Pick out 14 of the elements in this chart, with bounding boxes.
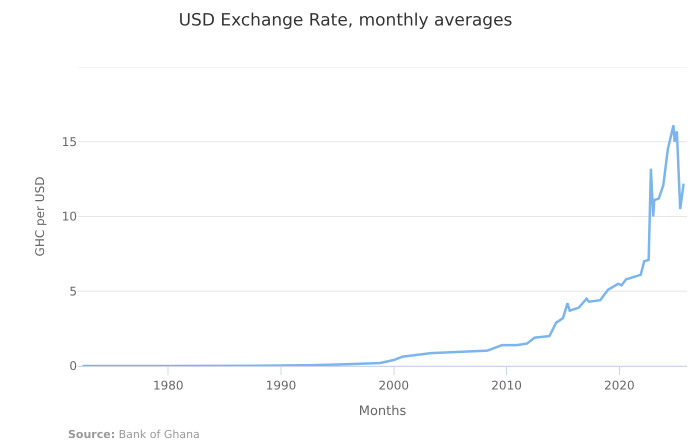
y-axis-title: GHC per USD bbox=[33, 176, 47, 256]
y-tick-label: 5 bbox=[69, 284, 77, 298]
y-tick-label: 10 bbox=[62, 210, 77, 224]
y-tick-label: 15 bbox=[62, 134, 77, 149]
x-tick-label: 2010 bbox=[491, 378, 522, 392]
source-note: Source: Bank of Ghana bbox=[68, 428, 200, 441]
line-series bbox=[81, 124, 685, 366]
x-tick-label: 2020 bbox=[604, 378, 635, 392]
x-tick-label: 1980 bbox=[152, 378, 184, 392]
chart-title: USD Exchange Rate, monthly averages bbox=[178, 10, 513, 30]
x-tick-label: 1990 bbox=[266, 378, 296, 392]
x-tick-label: 2000 bbox=[378, 378, 410, 392]
y-tick-label: 0 bbox=[69, 359, 77, 374]
x-axis-title: Months bbox=[358, 404, 406, 419]
